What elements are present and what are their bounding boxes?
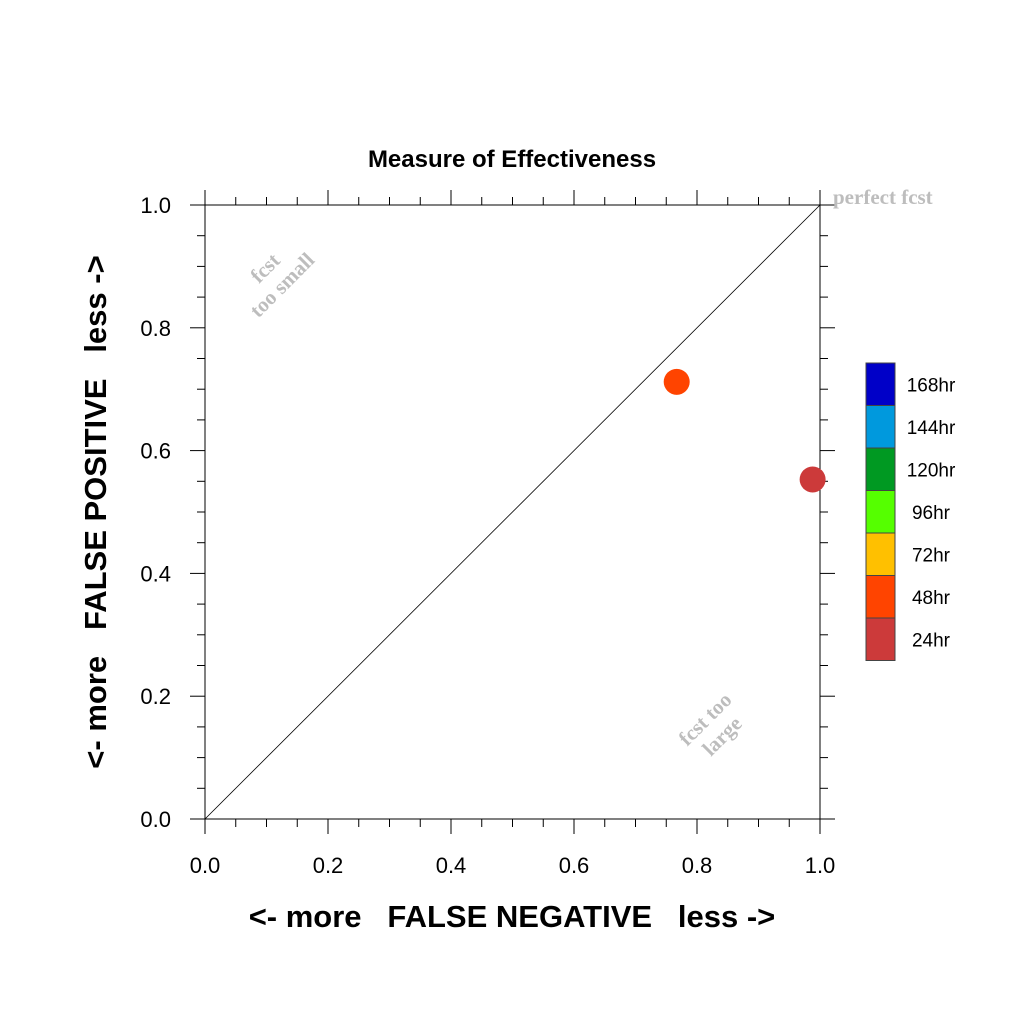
- legend-swatch-24hr: [865, 617, 896, 661]
- y-tick-label: 1.0: [140, 193, 171, 218]
- y-tick-label: 0.0: [140, 807, 171, 832]
- x-tick-label: 0.6: [559, 853, 590, 878]
- legend-label-96hr: 96hr: [912, 503, 951, 524]
- legend-label-120hr: 120hr: [907, 460, 956, 481]
- legend-swatch-48hr: [865, 575, 896, 619]
- plot-frame: [204, 204, 821, 820]
- x-tick-label: 0.0: [190, 853, 221, 878]
- y-tick-label: 0.8: [140, 316, 171, 341]
- legend-swatch-168hr: [865, 362, 896, 406]
- legend-label-48hr: 48hr: [912, 588, 951, 609]
- legend-swatch-72hr: [865, 532, 896, 576]
- legend-label-24hr: 24hr: [912, 630, 951, 651]
- tick-labels: 0.0 0.2 0.4 0.6 0.8 1.0 0.0 0.2 0.4 0.6 0.8 1.0: [140, 193, 835, 878]
- x-tick-label: 0.4: [436, 853, 467, 878]
- chart-title: Measure of Effectiveness: [368, 146, 656, 173]
- y-axis-label: <- more FALSE POSITIVE less ->: [78, 255, 113, 768]
- y-tick-label: 0.6: [140, 439, 171, 464]
- data-point-48hr: [663, 368, 690, 395]
- legend-swatch-144hr: [865, 405, 896, 449]
- y-tick-label: 0.2: [140, 684, 171, 709]
- data-points: [663, 368, 826, 493]
- axis-ticks: [190, 190, 835, 834]
- perfect-forecast-line: [204, 204, 821, 820]
- y-tick-label: 0.4: [140, 561, 171, 586]
- legend-swatch-120hr: [865, 447, 896, 491]
- legend-label-168hr: 168hr: [907, 375, 956, 396]
- legend-swatch-96hr: [865, 490, 896, 534]
- legend: 168hr 144hr 120hr 96hr 72hr 48hr 24hr: [865, 362, 956, 661]
- legend-label-144hr: 144hr: [907, 418, 956, 439]
- perfect-forecast-label: perfect fcst: [833, 185, 933, 209]
- legend-label-72hr: 72hr: [912, 545, 951, 566]
- x-tick-label: 0.2: [313, 853, 344, 878]
- x-axis-label: <- more FALSE NEGATIVE less ->: [249, 899, 776, 934]
- x-tick-label: 0.8: [682, 853, 713, 878]
- data-point-24hr: [799, 466, 826, 493]
- x-tick-label: 1.0: [805, 853, 836, 878]
